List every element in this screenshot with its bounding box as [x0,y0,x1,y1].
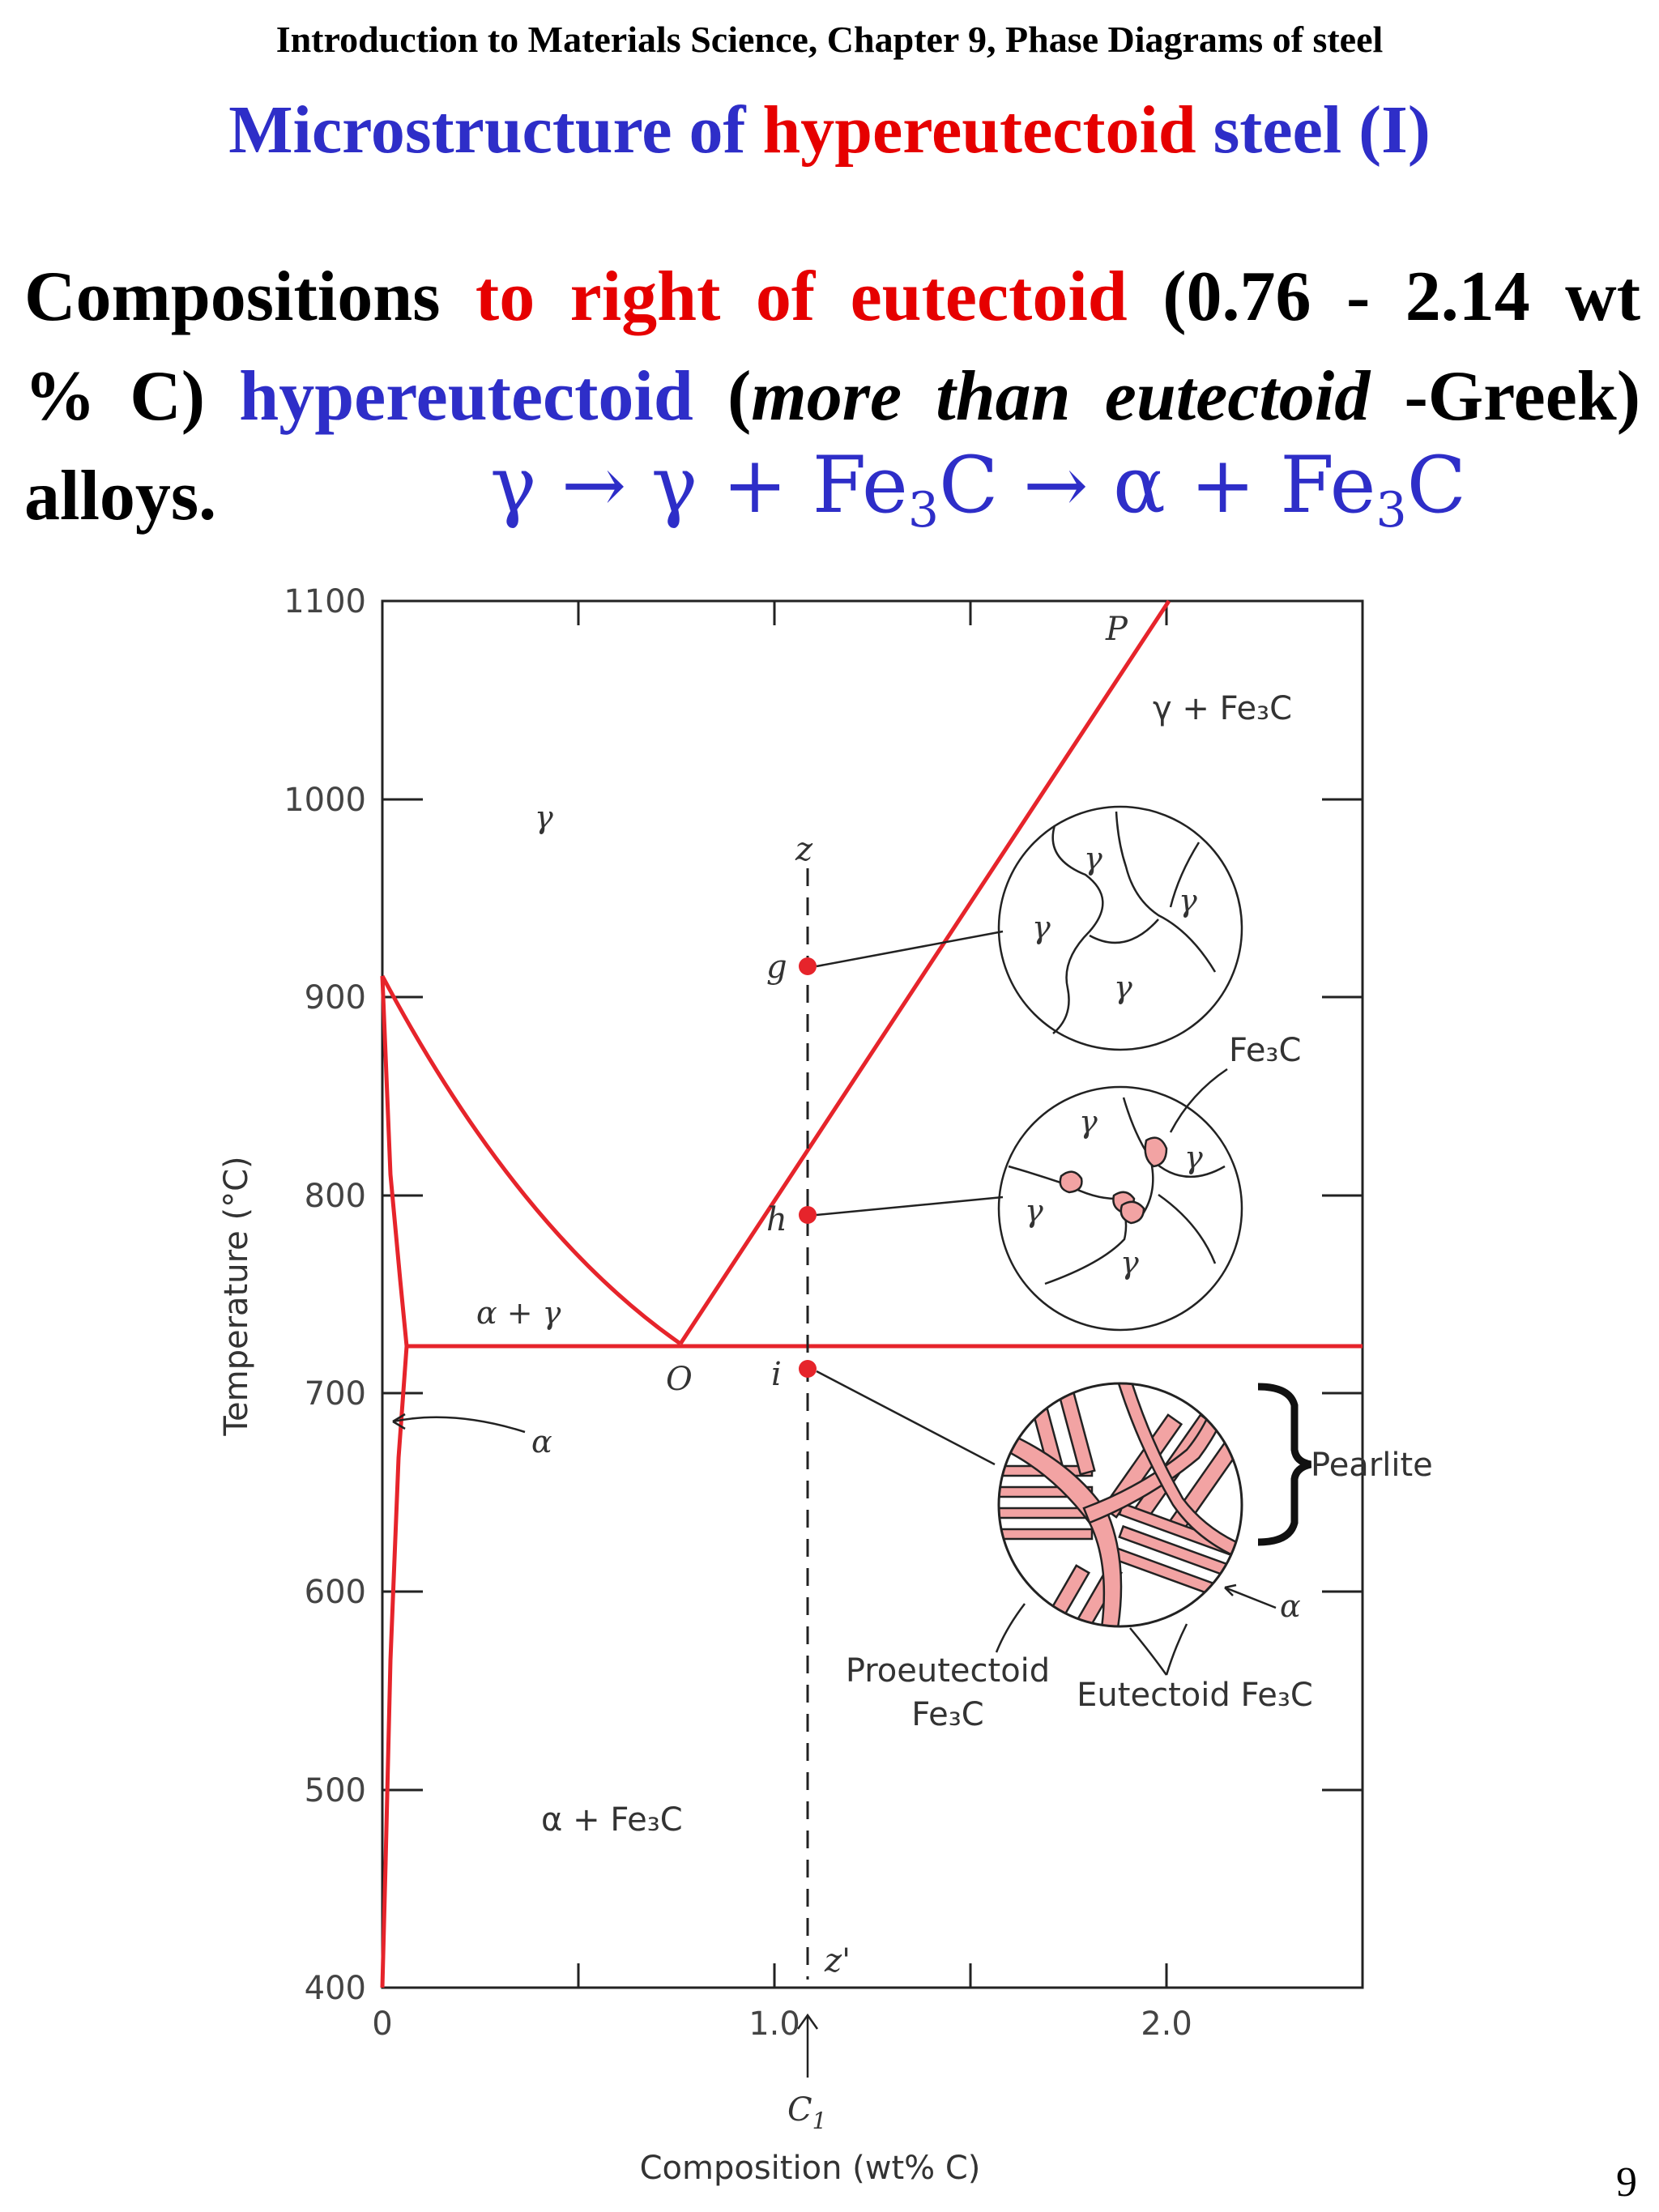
y-tick-700: 700 [305,1375,366,1413]
c1-label: C1 [787,2091,826,2134]
point-g-marker [799,957,817,975]
c1-letter: C [787,2091,812,2129]
region-alpha-gamma: α + γ [476,1295,561,1331]
point-o: O [666,1361,693,1398]
body-red: to right of eutectoid [475,258,1128,336]
reaction-a: γ → γ + Fe [490,440,908,531]
reaction-c: C [1406,440,1467,531]
y-tick-400: 400 [305,1970,366,2007]
micro1-gamma-right: γ [1179,883,1197,918]
micro3-alpha-leader [1224,1583,1277,1609]
body-w6: alloys. [24,457,217,535]
micro1-gamma-bottom: γ [1114,970,1132,1005]
proeutectoid-label-1: Proeutectoid [846,1652,1050,1690]
pearlite-label: Pearlite [1311,1447,1433,1484]
leader-lines [392,930,1004,1466]
reaction-sub2: 3 [1375,482,1407,539]
region-gamma-fe3c: γ + Fe₃C [1153,690,1292,727]
point-z-prime: z' [824,1942,851,1980]
c1-arrow [796,2013,819,2078]
y-tick-500: 500 [305,1772,366,1809]
body-w3: % C) [24,357,206,436]
region-gamma: γ [535,799,553,835]
micro1-gamma-top: γ [1084,841,1102,876]
micrograph-1-circle [997,805,1243,1051]
proeutectoid-label-2: Fe₃C [911,1696,983,1733]
y-axis-label: Temperature (°C) [218,1156,255,1436]
acm-line [678,599,1171,1345]
micro2-fe3c-leader [1169,1068,1228,1133]
alpha-solvus [380,975,409,1988]
c1-sub: 1 [812,2108,827,2134]
body-line-2: % C) hypereutectoid (more than eutectoid… [24,347,1640,446]
micro2-gamma-left: γ [1025,1193,1043,1229]
phase-boundaries [380,599,1363,1988]
micrograph-2-circle [997,1085,1243,1332]
x-tick-1: 1.0 [748,2005,800,2043]
y-tick-900: 900 [305,979,366,1016]
micro2-gamma-bottom: γ [1120,1245,1139,1281]
point-z: z [795,831,813,868]
slide-title: Microstructure of hypereutectoid steel (… [0,91,1659,169]
micrograph-pearlite [997,1382,1243,1628]
eutectoid-label: Eutectoid Fe₃C [1077,1677,1313,1714]
body-ital: more than eutectoid [751,357,1371,436]
micro1-gamma-left: γ [1032,910,1051,945]
page-number: 9 [1616,2159,1637,2206]
title-red: hypereutectoid [762,92,1196,168]
body-line-3: alloys. [24,446,1640,546]
point-g: g [766,948,787,986]
body-text: Compositions to right of eutectoid (0.76… [24,247,1640,546]
x-tick-2: 2.0 [1141,2005,1192,2043]
body-blue: hypereutectoid [239,357,693,436]
proeutectoid-leader [995,1603,1026,1653]
micro2-fe3c-label: Fe₃C [1229,1032,1301,1069]
body-line-1: Compositions to right of eutectoid (0.76… [24,247,1640,347]
region-alpha-fe3c: α + Fe₃C [541,1801,683,1839]
title-pre: Microstructure of [228,92,763,168]
tick-marks [382,601,1363,1988]
y-tick-800: 800 [305,1178,366,1215]
micro2-gamma-top: γ [1079,1104,1098,1140]
pearlite-bracket [1257,1383,1312,1546]
a3-line [380,974,682,1346]
point-h-marker [799,1206,817,1224]
y-tick-1100: 1100 [284,583,366,620]
course-header: Introduction to Materials Science, Chapt… [275,19,1384,60]
point-h: h [766,1201,787,1238]
body-w4: ( [727,357,752,436]
plot-frame [381,599,1364,1989]
point-p: P [1105,611,1128,648]
micrograph-gamma [997,805,1243,1051]
body-w1: Compositions [24,258,441,336]
micrograph-gamma-fe3c [997,1085,1243,1332]
reaction-b: C → α + Fe [939,440,1376,531]
region-alpha: α [531,1424,552,1460]
point-i: i [771,1356,782,1393]
point-i-marker [799,1360,817,1378]
y-tick-600: 600 [305,1574,366,1611]
eutectoid-leader [1129,1623,1188,1676]
micro3-alpha-label: α [1280,1588,1301,1624]
x-axis-label: Composition (wt% C) [640,2150,981,2187]
micrograph-3-circle [997,1382,1243,1628]
micro2-gamma-right: γ [1184,1140,1203,1175]
reaction-sub1: 3 [907,482,940,539]
body-w2: (0.76 - 2.14 wt [1162,258,1641,336]
body-w5: -Greek) [1404,357,1641,436]
title-post: steel (I) [1196,92,1431,168]
x-tick-0: 0 [372,2005,392,2043]
reaction-equation: γ → γ + Fe3C → α + Fe3C [490,440,1466,539]
y-tick-1000: 1000 [284,782,366,819]
